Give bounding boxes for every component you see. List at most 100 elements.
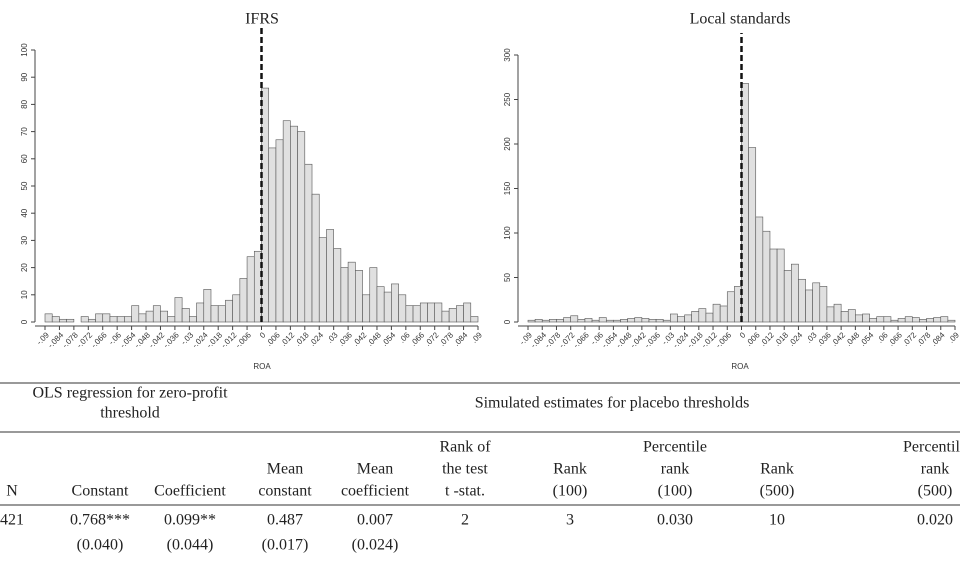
y-tick-label: 50	[503, 273, 512, 282]
bar	[419, 302, 428, 323]
bar	[412, 305, 421, 323]
cell: 421	[0, 512, 24, 529]
bar	[51, 316, 60, 323]
bar	[405, 305, 414, 323]
bar	[196, 302, 205, 323]
bar	[563, 317, 571, 323]
column-header: (100)	[553, 483, 588, 500]
bar	[890, 319, 899, 323]
bar	[217, 305, 226, 323]
column-header: Constant	[72, 483, 129, 500]
bar	[634, 317, 643, 323]
cell: 0.020	[917, 512, 953, 529]
x-axis-label: ROA	[253, 362, 271, 371]
column-header: N	[6, 483, 18, 500]
chart-title: Local standards	[690, 11, 791, 28]
x-tick-label: .024	[308, 330, 326, 348]
column-header: rank	[921, 461, 949, 478]
x-tick-label: .09	[470, 330, 485, 345]
bar	[577, 319, 586, 323]
bar	[783, 270, 792, 323]
bar	[911, 317, 920, 323]
bar	[904, 316, 913, 323]
bar	[719, 305, 728, 323]
bar	[304, 163, 313, 323]
bar	[855, 314, 863, 323]
x-tick-label: .012	[279, 330, 297, 348]
bar	[362, 294, 371, 323]
bar	[340, 267, 349, 323]
column-header: constant	[258, 483, 312, 500]
bar	[705, 312, 714, 323]
column-header: (500)	[760, 483, 795, 500]
bar	[549, 319, 557, 323]
x-tick-label: .018	[293, 330, 311, 348]
y-tick-label: 40	[20, 208, 29, 217]
column-header: Coefficient	[154, 483, 226, 500]
bar	[275, 139, 284, 323]
bar	[109, 316, 118, 323]
x-tick-label: .006	[744, 330, 762, 348]
x-tick-label: .09	[947, 330, 960, 345]
y-tick-label: 60	[20, 154, 29, 163]
bar	[44, 313, 53, 323]
bar	[333, 248, 342, 323]
x-axis-label: ROA	[731, 362, 749, 371]
bar	[282, 120, 291, 323]
column-header: the test	[442, 461, 488, 478]
x-tick-label: .018	[773, 330, 791, 348]
y-tick-label: 250	[503, 92, 512, 106]
y-tick-label: 80	[20, 99, 29, 108]
bar	[684, 314, 692, 323]
bar	[463, 302, 472, 323]
group-header: threshold	[100, 405, 160, 422]
column-header: Mean	[267, 461, 303, 478]
bar	[116, 316, 125, 323]
bar	[847, 309, 856, 323]
y-tick-label: 150	[503, 181, 512, 195]
bar	[748, 147, 757, 323]
cell: 0.487	[267, 512, 303, 529]
bar	[239, 278, 248, 323]
cell: 3	[566, 512, 574, 529]
bar	[584, 318, 593, 323]
group-header: Simulated estimates for placebo threshol…	[475, 395, 750, 412]
bar	[318, 237, 327, 323]
x-tick-label: .078	[438, 330, 456, 348]
bar	[698, 308, 707, 323]
cell: 0.007	[357, 512, 393, 529]
bar	[712, 303, 721, 323]
bar	[791, 263, 799, 323]
bar	[383, 291, 392, 323]
chart-title: IFRS	[245, 11, 279, 28]
bar	[534, 319, 543, 323]
x-tick-label: -.006	[234, 330, 254, 350]
bar	[812, 282, 821, 323]
x-tick-label: .012	[758, 330, 776, 348]
x-tick-label: 0	[258, 330, 268, 340]
x-tick-label: .054	[858, 330, 876, 348]
bar	[181, 308, 190, 323]
x-tick-label: .048	[844, 330, 862, 348]
x-tick-label: .036	[815, 330, 833, 348]
x-tick-label: -.006	[714, 330, 734, 350]
x-tick-label: .072	[901, 330, 919, 348]
bar	[769, 248, 778, 323]
bar	[369, 267, 378, 323]
bar	[203, 289, 212, 323]
column-header: Rank of	[439, 439, 491, 456]
bar	[598, 317, 607, 323]
bar	[556, 319, 564, 323]
bar	[398, 294, 407, 323]
group-header: OLS regression for zero-profit	[32, 385, 228, 402]
bar	[570, 315, 579, 323]
x-tick-label: .042	[351, 330, 369, 348]
column-header: Rank	[553, 461, 587, 478]
bar	[80, 316, 89, 323]
bar	[620, 319, 628, 323]
bar	[434, 302, 443, 323]
bar	[677, 316, 685, 323]
bar	[755, 216, 764, 323]
bar	[833, 303, 842, 323]
